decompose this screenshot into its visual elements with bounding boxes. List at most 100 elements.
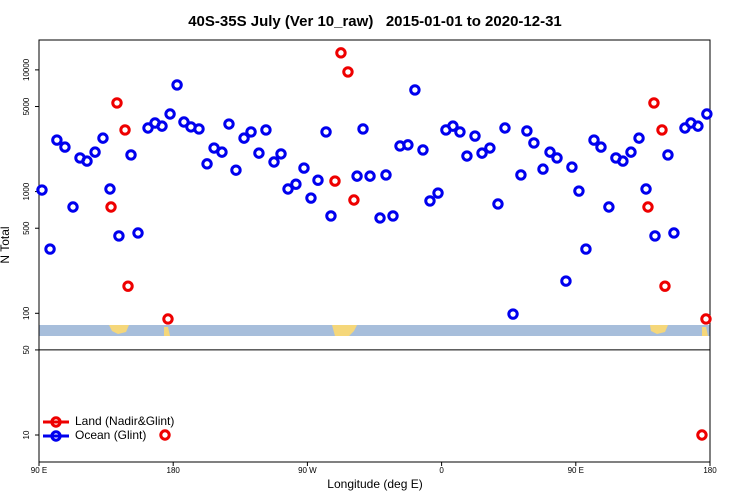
point	[544, 146, 556, 158]
point	[507, 308, 519, 320]
point	[692, 120, 704, 132]
y-tick-label: 5000	[22, 97, 31, 115]
point	[312, 174, 324, 186]
legend-marker	[50, 416, 62, 428]
point	[402, 139, 414, 151]
point	[499, 122, 511, 134]
land-blob	[332, 325, 357, 336]
point	[617, 155, 629, 167]
point	[492, 198, 504, 210]
point	[484, 142, 496, 154]
y-tick-label: 50	[22, 345, 31, 354]
point	[351, 170, 363, 182]
point	[223, 118, 235, 130]
point	[89, 146, 101, 158]
point	[521, 125, 533, 137]
land-blob	[650, 325, 668, 334]
point	[447, 120, 459, 132]
point	[164, 108, 176, 120]
x-tick-label: 180	[167, 466, 181, 475]
point	[642, 201, 654, 213]
point	[662, 149, 674, 161]
point	[193, 123, 205, 135]
land-blob	[164, 327, 170, 336]
point	[132, 227, 144, 239]
y-tick-label: 500	[22, 221, 31, 235]
point	[417, 144, 429, 156]
point	[342, 66, 354, 78]
point	[364, 170, 376, 182]
x-tick-label: 90 E	[31, 466, 47, 475]
point	[580, 243, 592, 255]
point	[696, 429, 708, 441]
point	[380, 169, 392, 181]
point	[51, 134, 63, 146]
point	[700, 313, 712, 325]
point	[528, 137, 540, 149]
chart-title: 40S-35S July (Ver 10_raw) 2015-01-01 to …	[188, 13, 562, 30]
point	[432, 187, 444, 199]
y-tick-label: 1000	[22, 182, 31, 200]
point	[253, 147, 265, 159]
point	[245, 126, 257, 138]
point	[159, 429, 171, 441]
point	[230, 164, 242, 176]
point	[573, 185, 585, 197]
y-axis-label: N Total	[0, 226, 12, 263]
point	[656, 124, 668, 136]
point	[125, 149, 137, 161]
point	[668, 227, 680, 239]
point	[701, 108, 713, 120]
point	[171, 79, 183, 91]
point	[469, 130, 481, 142]
point	[238, 132, 250, 144]
point	[537, 163, 549, 175]
point	[335, 47, 347, 59]
x-tick-label: 180	[703, 466, 717, 475]
x-tick-label: 0	[439, 466, 444, 475]
point	[348, 194, 360, 206]
x-tick-label: 90 W	[298, 466, 317, 475]
point	[633, 132, 645, 144]
point	[648, 97, 660, 109]
point	[588, 134, 600, 146]
point	[476, 147, 488, 159]
x-axis-label: Longitude (deg E)	[327, 477, 422, 491]
ocean-strip	[39, 325, 710, 336]
y-tick-label: 10	[22, 430, 31, 439]
point	[424, 195, 436, 207]
point	[649, 230, 661, 242]
point	[409, 84, 421, 96]
point	[105, 201, 117, 213]
point	[659, 280, 671, 292]
legend-marker	[50, 430, 62, 442]
point	[81, 155, 93, 167]
point	[44, 243, 56, 255]
point	[156, 120, 168, 132]
point	[325, 210, 337, 222]
point	[142, 122, 154, 134]
point	[104, 183, 116, 195]
point	[275, 148, 287, 160]
point	[122, 280, 134, 292]
point	[111, 97, 123, 109]
y-tick-label: 10000	[22, 58, 31, 81]
point	[59, 141, 71, 153]
land-blob	[702, 327, 708, 336]
point	[374, 212, 386, 224]
point	[387, 210, 399, 222]
point	[162, 313, 174, 325]
point	[454, 126, 466, 138]
point	[625, 146, 637, 158]
point	[461, 150, 473, 162]
point	[566, 161, 578, 173]
point	[595, 141, 607, 153]
x-tick-label: 90 E	[568, 466, 584, 475]
point	[282, 183, 294, 195]
point	[268, 156, 280, 168]
point	[298, 162, 310, 174]
point	[260, 124, 272, 136]
legend-label: Ocean (Glint)	[75, 428, 146, 442]
point	[640, 183, 652, 195]
